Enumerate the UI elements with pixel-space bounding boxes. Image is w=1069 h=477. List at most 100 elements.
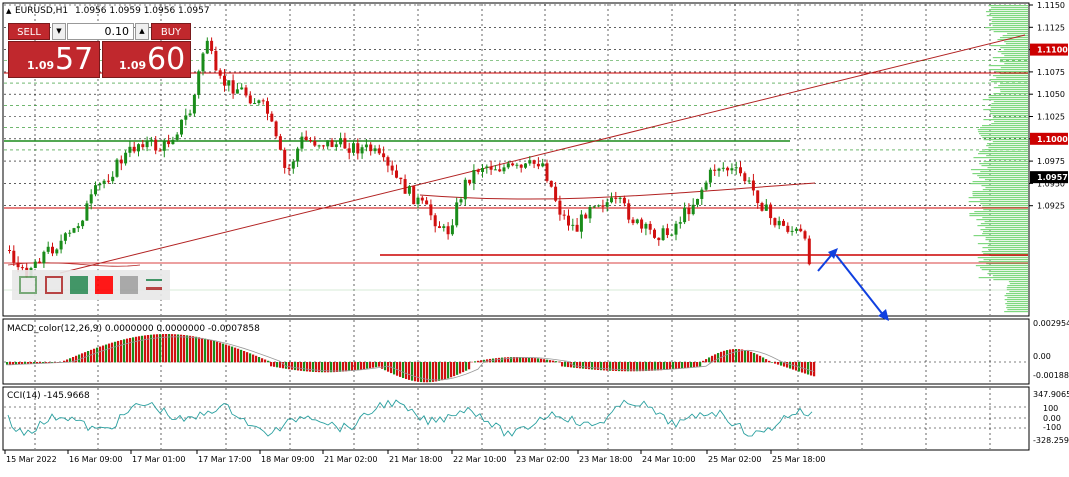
candle-bear [558, 201, 561, 215]
candle-bull [705, 183, 708, 190]
cci-axis-label: 100 [1043, 404, 1058, 413]
volume-bar [992, 17, 1028, 18]
macd-bar [294, 362, 296, 370]
volume-bar [973, 195, 1028, 196]
macd-bar [198, 337, 200, 362]
rectangle-outline-green-icon[interactable] [19, 276, 37, 294]
macd-bar [201, 338, 203, 362]
volume-bar [1000, 89, 1028, 90]
volume-bar [1007, 305, 1028, 306]
price-highlight-label: 1.1000 [1037, 135, 1068, 144]
candle-bear [554, 187, 557, 201]
macd-bar [669, 362, 671, 370]
candle-bear [434, 215, 437, 226]
macd-bar [414, 362, 416, 381]
candle-bull [124, 153, 127, 164]
volume-bar [989, 5, 1028, 6]
macd-bar [111, 343, 113, 363]
sell-price-button[interactable]: 1.09 57 [8, 41, 100, 78]
rectangle-fill-red-icon[interactable] [95, 276, 113, 294]
candle-bull [47, 247, 50, 252]
macd-bar [138, 336, 140, 362]
volume-bar [980, 267, 1028, 268]
volume-bar [1007, 33, 1028, 34]
macd-bar [216, 342, 218, 363]
macd-bar [78, 355, 80, 363]
candle-bear [640, 219, 643, 228]
macd-bar [501, 358, 503, 363]
candle-bull [318, 145, 321, 146]
volume-bar [991, 123, 1028, 124]
volume-bar [983, 189, 1028, 190]
volume-bar [981, 135, 1028, 136]
candle-bear [511, 163, 514, 165]
macd-bar [381, 362, 383, 369]
ohlc-readout: 1.0956 1.0959 1.0956 1.0957 [75, 6, 210, 16]
volume-input[interactable]: 0.10 [67, 23, 134, 40]
macd-bar [435, 362, 437, 381]
macd-bar [126, 339, 128, 363]
volume-bar [989, 97, 1028, 98]
collapse-triangle-icon[interactable]: ▲ [6, 7, 12, 15]
macd-bar [234, 348, 236, 363]
macd-bar [348, 362, 350, 371]
macd-bar [696, 362, 698, 367]
macd-bar [189, 336, 191, 363]
candle-bear [726, 168, 729, 171]
candle-bear [8, 250, 11, 251]
candle-bull [163, 141, 166, 151]
volume-increase-icon[interactable]: ▲ [135, 23, 149, 40]
volume-bar [985, 149, 1028, 150]
symbol-label: EURUSD,H1 [15, 6, 68, 16]
macd-bar [357, 362, 359, 370]
volume-bar [977, 225, 1028, 226]
candle-bull [593, 206, 596, 207]
buy-price-button[interactable]: 1.09 60 [102, 41, 191, 78]
macd-bar [477, 361, 479, 363]
volume-bar [991, 103, 1028, 104]
macd-bar [228, 346, 230, 363]
rectangle-outline-red-icon[interactable] [45, 276, 63, 294]
volume-bar [1009, 281, 1028, 282]
volume-bar [983, 119, 1028, 120]
volume-bar [988, 95, 1028, 96]
macd-bar [474, 361, 476, 362]
rectangle-fill-green-icon[interactable] [70, 276, 88, 294]
candle-bull [365, 145, 368, 148]
candle-bull [735, 167, 738, 168]
macd-bar [810, 362, 812, 376]
candle-bear [288, 168, 291, 169]
buy-button[interactable]: BUY [151, 23, 191, 40]
macd-bar [771, 362, 773, 363]
candle-bear [219, 70, 222, 75]
volume-bar [988, 245, 1028, 246]
candle-bull [644, 224, 647, 229]
macd-bar [528, 358, 530, 363]
candle-bear [804, 231, 807, 238]
sell-button[interactable]: SELL [8, 23, 50, 40]
macd-bar [693, 362, 695, 367]
macd-bar [270, 362, 272, 366]
lines-icon[interactable] [145, 276, 163, 294]
time-label: 18 Mar 09:00 [261, 455, 314, 464]
candle-bear [756, 190, 759, 203]
volume-bar [993, 279, 1028, 280]
candle-bull [292, 162, 295, 169]
candle-bull [103, 181, 106, 184]
rectangle-fill-gray-icon[interactable] [120, 276, 138, 294]
candle-bear [141, 144, 144, 147]
candle-bull [670, 235, 673, 236]
candle-bull [90, 194, 93, 203]
volume-bar [1004, 311, 1028, 312]
volume-decrease-icon[interactable]: ▼ [52, 23, 66, 40]
volume-bar [988, 249, 1028, 250]
candle-bear [468, 180, 471, 183]
volume-bar [994, 121, 1028, 122]
candle-bull [116, 160, 119, 177]
volume-bar [993, 75, 1028, 76]
volume-bar [980, 203, 1028, 204]
candle-bear [249, 95, 252, 103]
macd-bar [75, 356, 77, 363]
candle-bull [77, 226, 80, 228]
